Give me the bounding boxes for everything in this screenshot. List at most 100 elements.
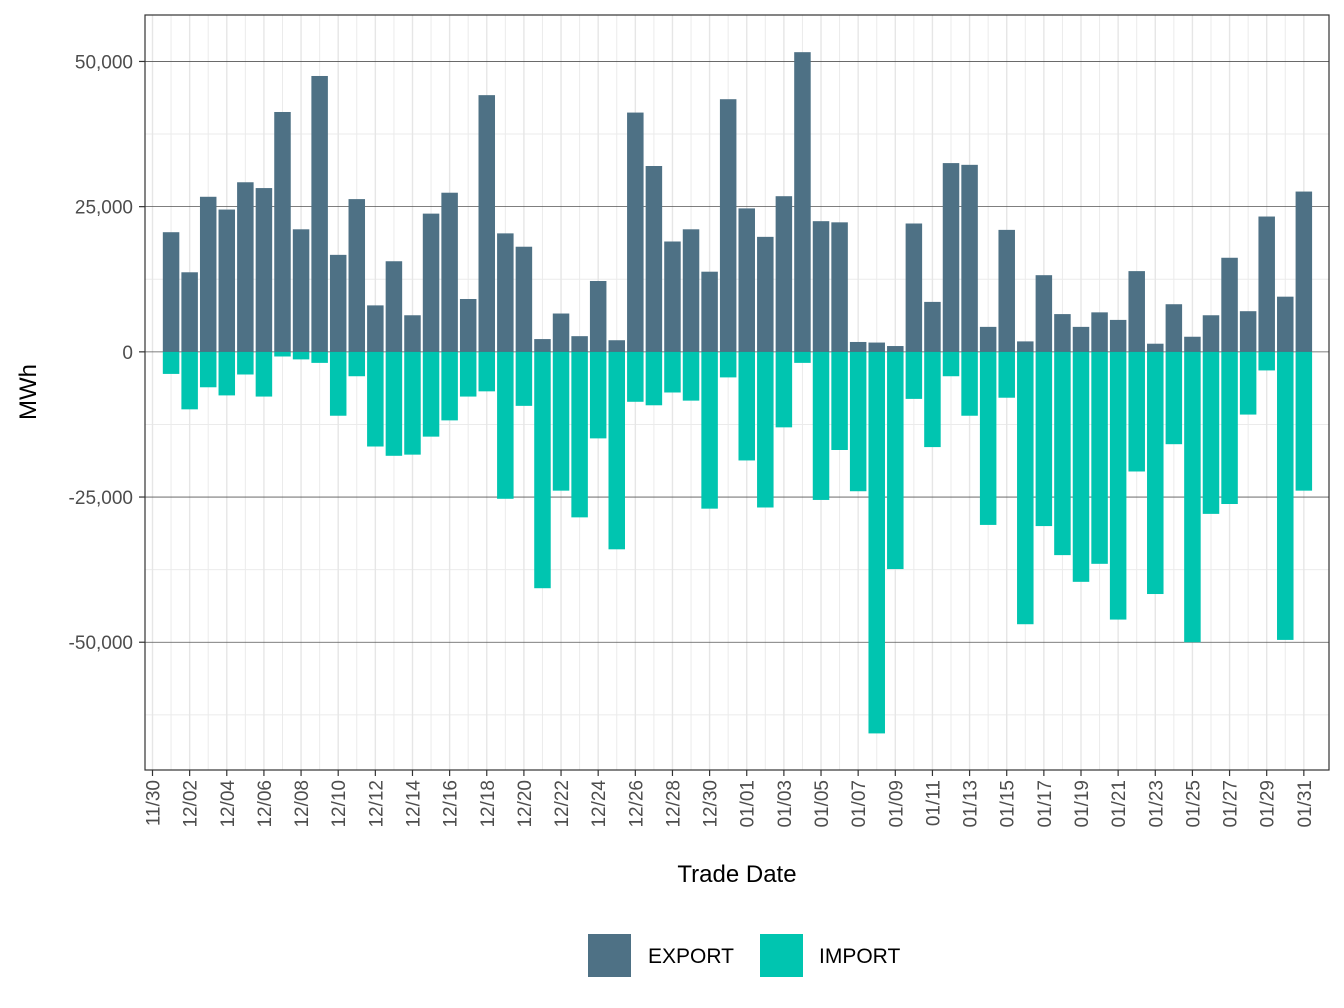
x-tick-label: 01/05: [812, 780, 833, 828]
x-tick-label: 12/22: [552, 780, 573, 828]
bar-export: [311, 75, 328, 352]
bar-export: [441, 192, 458, 352]
y-tick-label: 0: [122, 343, 133, 364]
bar-export: [534, 339, 551, 352]
bar-export: [701, 271, 718, 352]
bar-import: [329, 351, 347, 416]
y-tick-label: 50,000: [75, 52, 133, 73]
bar-export: [237, 182, 254, 352]
legend-label-export: EXPORT: [648, 945, 734, 968]
bar-import: [645, 351, 663, 406]
plot-panel-border: [144, 14, 1330, 771]
bar-export: [942, 163, 960, 352]
bar-import: [924, 351, 941, 448]
bar-export: [868, 342, 885, 352]
bar-import: [608, 351, 625, 550]
x-tick-label: 01/07: [849, 780, 870, 828]
bar-export: [497, 233, 514, 352]
x-tick-label: 12/24: [589, 780, 610, 828]
bar-import: [367, 351, 384, 447]
bar-export: [1202, 315, 1220, 352]
legend: EXPORT IMPORT: [588, 934, 900, 977]
x-tick-label: 12/12: [366, 780, 387, 828]
bar-import: [1035, 351, 1053, 527]
bar-export: [645, 166, 663, 352]
bar-export: [775, 196, 793, 352]
x-tick-label: 01/21: [1109, 780, 1130, 828]
bar-import: [1128, 351, 1145, 472]
bar-export: [422, 213, 440, 352]
bar-export: [1165, 304, 1183, 352]
bar-import: [664, 351, 681, 393]
bar-import: [682, 351, 700, 401]
bar-import: [1184, 351, 1201, 643]
bar-export: [162, 232, 180, 352]
legend-label-import: IMPORT: [819, 945, 900, 968]
bar-export: [1054, 314, 1071, 352]
bar-import: [199, 351, 217, 388]
x-tick-label: 12/28: [663, 780, 684, 828]
bar-import: [311, 351, 328, 363]
bar-import: [979, 351, 997, 525]
bar-import: [831, 351, 848, 450]
bar-import: [237, 351, 254, 375]
bar-import: [1295, 351, 1313, 491]
bar-import: [515, 351, 533, 406]
y-tick-label: -50,000: [69, 633, 133, 654]
bar-export: [1258, 216, 1275, 352]
bar-import: [571, 351, 588, 518]
bar-import: [274, 351, 291, 357]
bar-import: [162, 351, 180, 374]
bar-import: [1054, 351, 1071, 556]
bar-import: [552, 351, 570, 491]
bar-export: [1147, 343, 1164, 352]
bar-export: [478, 95, 496, 352]
bar-export: [887, 346, 904, 352]
bar-import: [534, 351, 551, 589]
x-tick-label: 01/11: [923, 780, 944, 826]
x-tick-label: 01/15: [998, 780, 1019, 828]
bar-import: [1165, 351, 1183, 445]
bar-export: [1035, 275, 1053, 352]
bar-export: [404, 315, 421, 352]
bar-export: [552, 313, 570, 352]
x-tick-label: 12/04: [218, 780, 239, 828]
bars-layer: [162, 52, 1313, 734]
bar-export: [719, 99, 737, 352]
bar-export: [961, 164, 978, 352]
bar-import: [1147, 351, 1164, 595]
bar-import: [1109, 351, 1127, 620]
bar-import: [868, 351, 885, 734]
bar-export: [1277, 296, 1294, 352]
bar-import: [998, 351, 1015, 398]
bar-import: [794, 351, 811, 363]
bar-export: [515, 246, 533, 352]
bar-import: [942, 351, 960, 377]
x-tick-label: 11/30: [144, 780, 165, 826]
x-tick-label: 12/14: [403, 780, 424, 828]
y-tick-label: -25,000: [69, 488, 133, 509]
bar-export: [924, 301, 941, 352]
bar-import: [441, 351, 458, 421]
x-tick-label: 12/16: [441, 780, 462, 828]
bar-export: [218, 209, 236, 352]
bar-export: [849, 341, 867, 352]
bar-export: [571, 336, 588, 352]
x-tick-label: 12/30: [701, 780, 722, 828]
bar-export: [1072, 326, 1090, 352]
x-tick-label: 01/09: [886, 780, 907, 828]
bar-export: [664, 241, 681, 352]
x-tick-label: 12/10: [329, 780, 350, 828]
bar-import: [887, 351, 904, 570]
bar-export: [738, 208, 755, 352]
bar-export: [199, 196, 217, 352]
x-axis-title: Trade Date: [677, 861, 796, 888]
legend-swatch-export: [588, 934, 631, 977]
legend-swatch-import: [760, 934, 803, 977]
bar-import: [1017, 351, 1034, 625]
bar-export: [608, 340, 625, 352]
bar-export: [998, 229, 1015, 352]
bar-import: [1072, 351, 1090, 582]
bar-export: [794, 52, 811, 352]
